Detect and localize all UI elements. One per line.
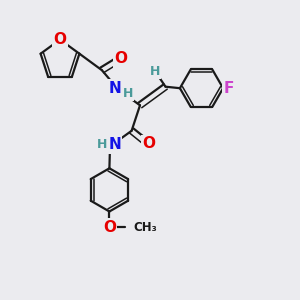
Text: H: H — [96, 138, 107, 152]
Text: CH₃: CH₃ — [134, 220, 157, 234]
Text: H: H — [123, 87, 133, 100]
Text: O: O — [103, 220, 116, 235]
Text: O: O — [53, 32, 67, 47]
Text: N: N — [108, 137, 121, 152]
Text: O: O — [114, 51, 127, 66]
Text: O: O — [142, 136, 155, 151]
Text: N: N — [108, 81, 121, 96]
Text: H: H — [150, 64, 160, 78]
Text: F: F — [223, 81, 234, 96]
